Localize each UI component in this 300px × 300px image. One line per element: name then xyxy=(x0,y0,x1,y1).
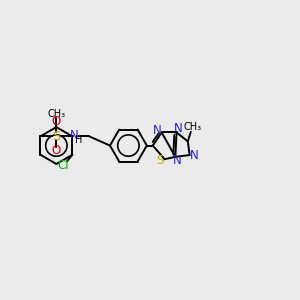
Text: S: S xyxy=(52,130,60,143)
Text: N: N xyxy=(70,129,79,142)
Text: CH₃: CH₃ xyxy=(47,109,65,119)
Text: N: N xyxy=(153,124,162,137)
Text: CH₃: CH₃ xyxy=(183,122,201,131)
Text: Cl: Cl xyxy=(58,159,69,172)
Text: N: N xyxy=(190,148,199,162)
Text: H: H xyxy=(75,136,83,146)
Text: N: N xyxy=(172,154,181,167)
Text: S: S xyxy=(156,154,164,167)
Text: O: O xyxy=(51,144,61,158)
Text: N: N xyxy=(174,122,182,135)
Text: O: O xyxy=(51,115,61,128)
